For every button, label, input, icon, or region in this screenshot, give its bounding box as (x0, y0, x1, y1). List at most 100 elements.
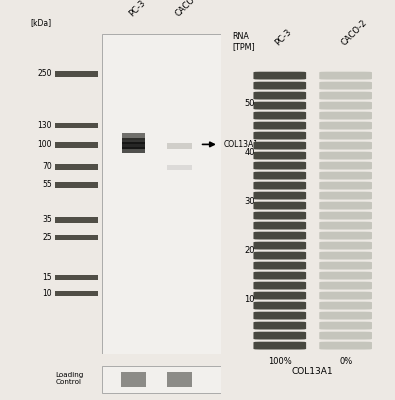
Text: 100: 100 (38, 140, 52, 149)
Text: 130: 130 (38, 121, 52, 130)
FancyBboxPatch shape (254, 252, 306, 260)
FancyBboxPatch shape (319, 182, 372, 190)
FancyBboxPatch shape (254, 232, 306, 240)
FancyBboxPatch shape (319, 302, 372, 310)
FancyBboxPatch shape (319, 332, 372, 340)
FancyBboxPatch shape (55, 235, 98, 240)
Text: 35: 35 (42, 215, 52, 224)
Text: Low: Low (171, 367, 188, 376)
Text: 20: 20 (244, 246, 255, 255)
FancyBboxPatch shape (319, 232, 372, 240)
FancyBboxPatch shape (167, 164, 192, 170)
FancyBboxPatch shape (254, 202, 306, 210)
FancyBboxPatch shape (122, 142, 145, 148)
Text: 25: 25 (42, 233, 52, 242)
Text: 40: 40 (244, 148, 255, 157)
Text: 30: 30 (244, 197, 255, 206)
FancyBboxPatch shape (319, 192, 372, 200)
FancyBboxPatch shape (319, 132, 372, 140)
FancyBboxPatch shape (102, 366, 221, 392)
FancyBboxPatch shape (122, 133, 145, 140)
FancyBboxPatch shape (254, 212, 306, 220)
FancyBboxPatch shape (167, 143, 192, 148)
FancyBboxPatch shape (55, 72, 98, 77)
FancyBboxPatch shape (254, 112, 306, 120)
FancyBboxPatch shape (319, 112, 372, 120)
Text: COL13A1: COL13A1 (223, 140, 258, 149)
FancyBboxPatch shape (254, 122, 306, 130)
FancyBboxPatch shape (254, 132, 306, 140)
Text: 100%: 100% (268, 357, 292, 366)
Text: Loading
Control: Loading Control (55, 372, 84, 386)
FancyBboxPatch shape (319, 122, 372, 130)
FancyBboxPatch shape (55, 291, 98, 296)
FancyBboxPatch shape (254, 262, 306, 270)
FancyBboxPatch shape (319, 142, 372, 150)
FancyBboxPatch shape (254, 192, 306, 200)
FancyBboxPatch shape (254, 102, 306, 110)
FancyBboxPatch shape (254, 272, 306, 280)
Text: 10: 10 (42, 289, 52, 298)
FancyBboxPatch shape (319, 92, 372, 100)
FancyBboxPatch shape (319, 102, 372, 110)
Text: High: High (124, 367, 143, 376)
Text: RNA
[TPM]: RNA [TPM] (232, 32, 255, 51)
FancyBboxPatch shape (254, 142, 306, 150)
FancyBboxPatch shape (254, 342, 306, 350)
Text: [kDa]: [kDa] (31, 18, 52, 28)
FancyBboxPatch shape (55, 182, 98, 188)
Text: PC-3: PC-3 (127, 0, 147, 18)
FancyBboxPatch shape (167, 372, 192, 386)
FancyBboxPatch shape (254, 82, 306, 90)
FancyBboxPatch shape (254, 282, 306, 290)
FancyBboxPatch shape (319, 282, 372, 290)
FancyBboxPatch shape (319, 162, 372, 170)
Text: CACO-2: CACO-2 (339, 18, 369, 47)
FancyBboxPatch shape (254, 92, 306, 100)
FancyBboxPatch shape (121, 372, 146, 386)
Text: 70: 70 (42, 162, 52, 171)
FancyBboxPatch shape (319, 82, 372, 90)
FancyBboxPatch shape (254, 312, 306, 320)
Text: 250: 250 (38, 70, 52, 78)
FancyBboxPatch shape (254, 332, 306, 340)
FancyBboxPatch shape (319, 202, 372, 210)
FancyBboxPatch shape (55, 275, 98, 280)
FancyBboxPatch shape (319, 292, 372, 300)
FancyBboxPatch shape (122, 147, 145, 153)
Text: 10: 10 (244, 295, 255, 304)
FancyBboxPatch shape (254, 242, 306, 250)
FancyBboxPatch shape (254, 302, 306, 310)
FancyBboxPatch shape (122, 138, 145, 144)
FancyBboxPatch shape (319, 172, 372, 180)
FancyBboxPatch shape (102, 34, 221, 354)
FancyBboxPatch shape (319, 252, 372, 260)
FancyBboxPatch shape (55, 142, 98, 148)
Text: 55: 55 (42, 180, 52, 189)
FancyBboxPatch shape (319, 72, 372, 80)
FancyBboxPatch shape (55, 123, 98, 128)
FancyBboxPatch shape (319, 272, 372, 280)
FancyBboxPatch shape (319, 152, 372, 160)
FancyBboxPatch shape (254, 152, 306, 160)
FancyBboxPatch shape (319, 242, 372, 250)
FancyBboxPatch shape (254, 222, 306, 230)
FancyBboxPatch shape (319, 222, 372, 230)
FancyBboxPatch shape (254, 322, 306, 330)
FancyBboxPatch shape (254, 162, 306, 170)
FancyBboxPatch shape (319, 342, 372, 350)
Text: 0%: 0% (339, 357, 352, 366)
FancyBboxPatch shape (319, 262, 372, 270)
Text: PC-3: PC-3 (273, 27, 293, 47)
FancyBboxPatch shape (254, 292, 306, 300)
FancyBboxPatch shape (254, 172, 306, 180)
FancyBboxPatch shape (319, 322, 372, 330)
FancyBboxPatch shape (55, 164, 98, 170)
FancyBboxPatch shape (319, 212, 372, 220)
FancyBboxPatch shape (319, 312, 372, 320)
FancyBboxPatch shape (254, 182, 306, 190)
Text: COL13A1: COL13A1 (292, 367, 333, 376)
Text: CACO-2: CACO-2 (173, 0, 203, 18)
FancyBboxPatch shape (254, 72, 306, 80)
FancyBboxPatch shape (55, 217, 98, 223)
